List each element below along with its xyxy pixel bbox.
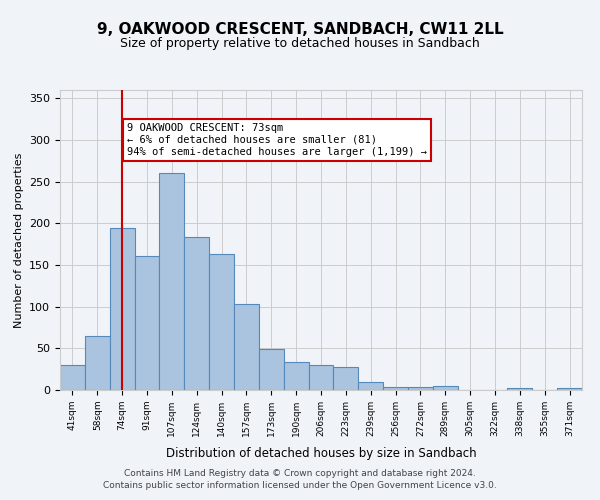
Bar (160, 174, 184, 390)
Text: Contains public sector information licensed under the Open Government Licence v3: Contains public sector information licen… (103, 481, 497, 490)
Bar (508, 388, 532, 390)
Bar (284, 362, 308, 390)
Bar (184, 236, 209, 390)
Bar (557, 388, 582, 390)
Bar (358, 382, 383, 390)
Text: 9 OAKWOOD CRESCENT: 73sqm
← 6% of detached houses are smaller (81)
94% of semi-d: 9 OAKWOOD CRESCENT: 73sqm ← 6% of detach… (127, 124, 427, 156)
Text: Contains HM Land Registry data © Crown copyright and database right 2024.: Contains HM Land Registry data © Crown c… (124, 468, 476, 477)
Bar (110, 228, 134, 390)
X-axis label: Distribution of detached houses by size in Sandbach: Distribution of detached houses by size … (166, 447, 476, 460)
Text: 9, OAKWOOD CRESCENT, SANDBACH, CW11 2LL: 9, OAKWOOD CRESCENT, SANDBACH, CW11 2LL (97, 22, 503, 38)
Bar (134, 256, 160, 390)
Bar (383, 386, 408, 390)
Y-axis label: Number of detached properties: Number of detached properties (14, 152, 23, 328)
Bar (308, 365, 334, 390)
Bar (209, 254, 234, 390)
Bar (234, 304, 259, 390)
Text: Size of property relative to detached houses in Sandbach: Size of property relative to detached ho… (120, 38, 480, 51)
Bar (85, 336, 110, 390)
Bar (334, 366, 358, 390)
Bar (259, 349, 284, 390)
Bar (433, 386, 458, 390)
Bar (60, 365, 85, 390)
Bar (408, 386, 433, 390)
